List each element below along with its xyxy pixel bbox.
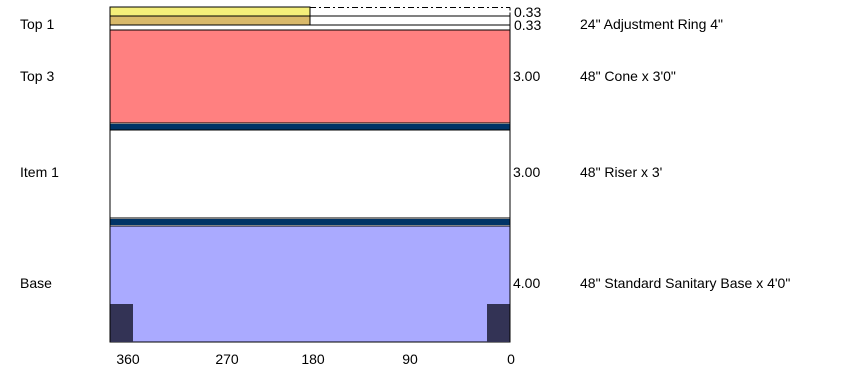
dim-ring-lower: 0.33 [514,17,542,33]
axis-tick-270: 270 [215,351,239,367]
adjustment-ring-lower [109,15,311,26]
dim-ring-upper: 0.33 [514,4,542,20]
row-label-item-1: Item 1 [20,164,59,180]
riser-section [109,129,511,219]
adjustment-ring-upper [109,6,311,17]
desc-cone: 48" Cone x 3'0" [580,68,676,84]
dim-riser: 3.00 [513,164,541,180]
axis-tick-0: 0 [507,351,515,367]
row-label-top-3: Top 3 [20,68,55,84]
desc-riser: 48" Riser x 3' [580,164,663,180]
axis-tick-90: 90 [402,351,418,367]
ring-open-area [309,15,511,26]
joint-cone-riser [110,124,510,130]
base-section [109,225,511,343]
desc-base: 48" Standard Sanitary Base x 4'0" [580,275,791,291]
base-foot-right [487,304,510,342]
dim-base: 4.00 [513,275,541,291]
joint-riser-base [110,219,510,225]
row-label-top-1: Top 1 [20,16,55,32]
desc-adjustment-ring: 24" Adjustment Ring 4" [580,16,724,32]
dim-cone: 3.00 [513,68,541,84]
axis-tick-360: 360 [116,351,140,367]
cone-section [109,29,511,124]
base-foot-left [110,304,133,342]
row-label-base: Base [20,275,52,291]
axis-tick-180: 180 [301,351,325,367]
